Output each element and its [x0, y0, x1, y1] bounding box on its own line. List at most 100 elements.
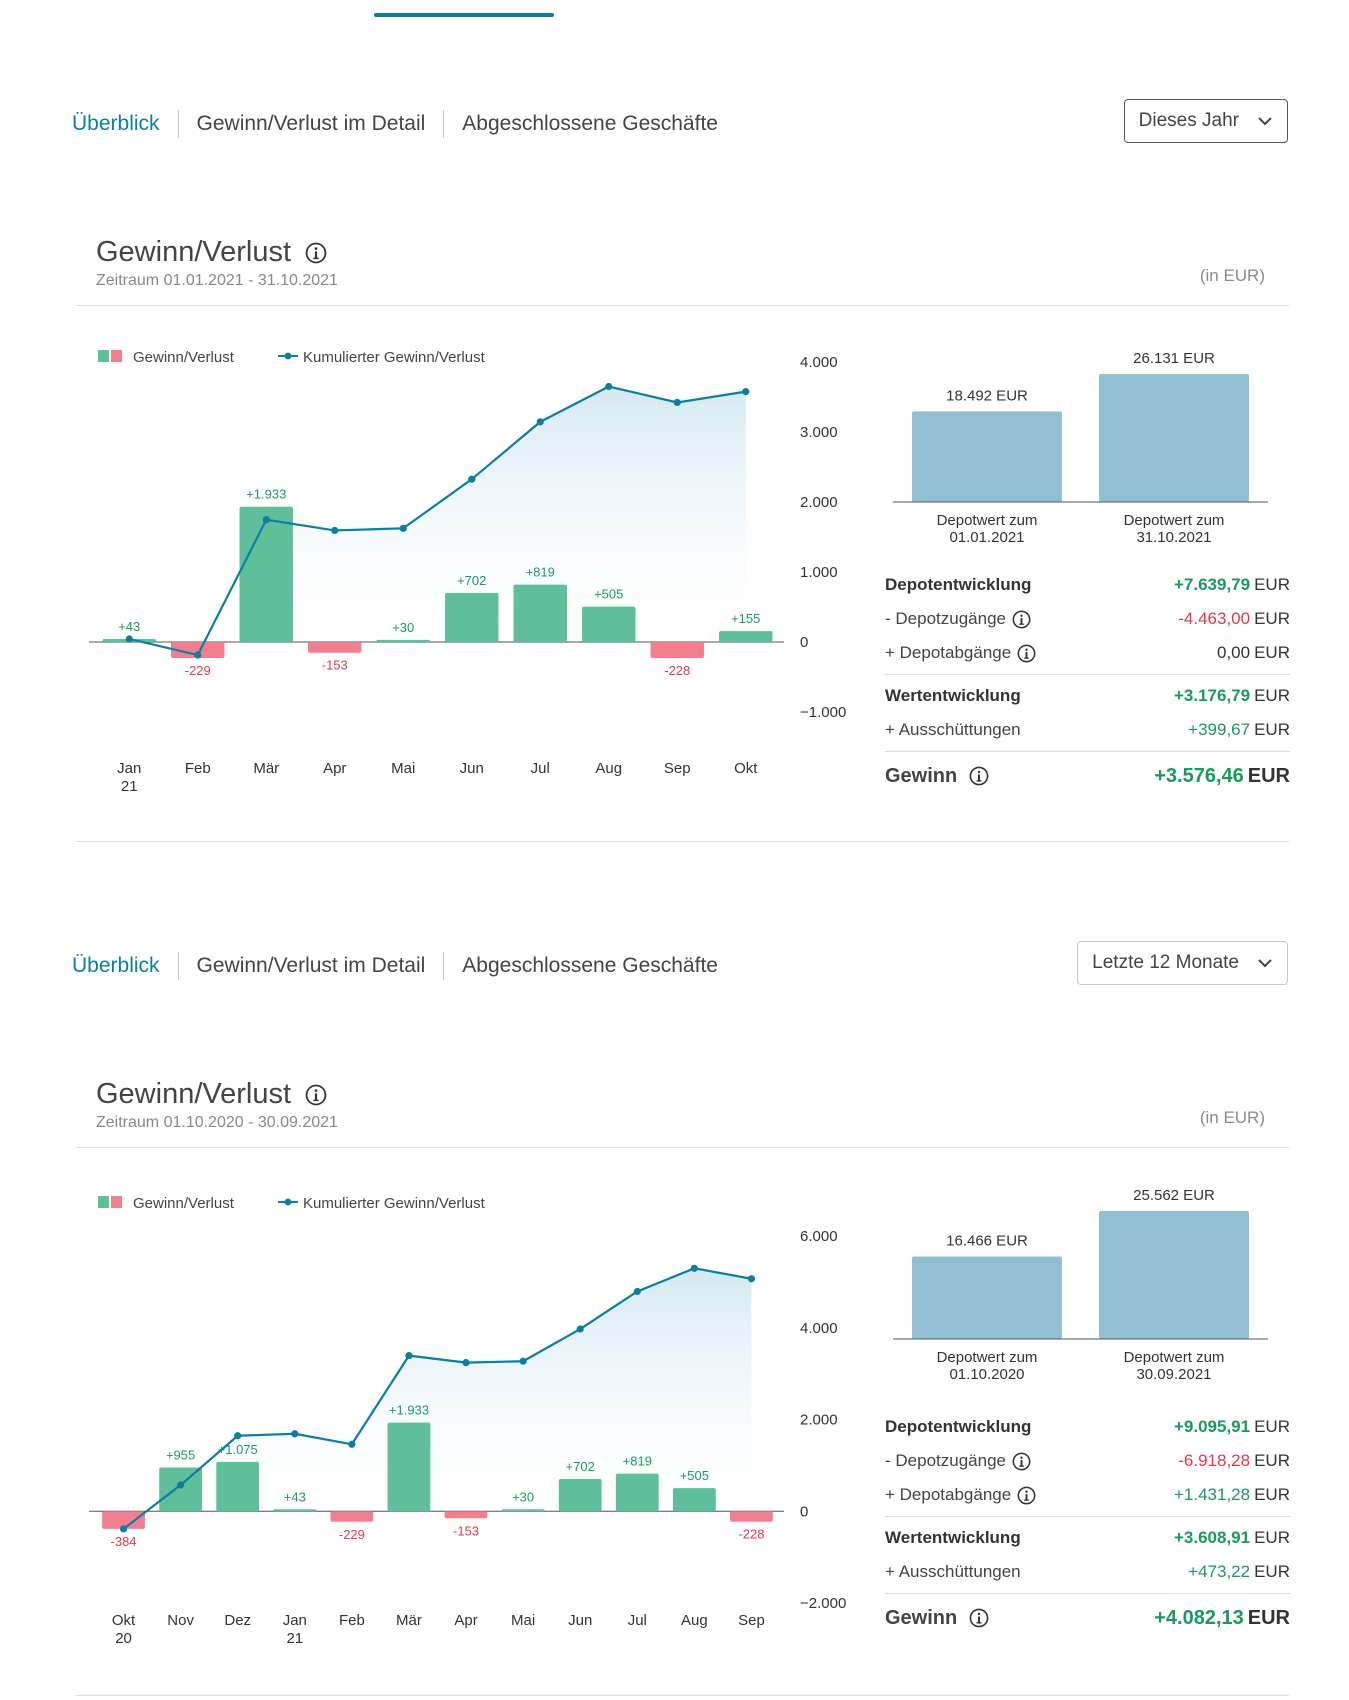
tab-detail[interactable]: Gewinn/Verlust im Detail	[177, 110, 444, 138]
gewinn-value: +4.082,13 EUR	[1154, 1607, 1290, 1630]
bar-10	[672, 1488, 716, 1512]
summary-value-currency: EUR	[1254, 686, 1290, 705]
cumulative-point-10	[690, 1264, 698, 1272]
summary-row: Wertentwicklung +3.608,91 EUR	[885, 1521, 1290, 1555]
bar-9	[615, 1473, 659, 1512]
summary-row-gewinn: Gewinn +3.576,46 EUR	[885, 756, 1290, 796]
x-tick-label: Sep	[664, 760, 691, 777]
divider	[885, 674, 1290, 675]
summary-row-label: - Depotzugänge	[885, 609, 1031, 629]
divider	[76, 305, 1289, 306]
info-icon[interactable]	[969, 1608, 989, 1628]
cumulative-point-1	[194, 651, 202, 659]
info-icon[interactable]	[969, 766, 989, 786]
summary-row-label: Depotentwicklung	[885, 1417, 1031, 1437]
cumulative-area	[123, 1268, 752, 1529]
summary-value-currency: EUR	[1254, 1562, 1290, 1581]
y-tick-label: 4.000	[800, 1320, 838, 1337]
summary-row-label-text: Wertentwicklung	[885, 1528, 1021, 1547]
bar-data-label: +505	[680, 1468, 709, 1483]
x-tick-label: Apr	[323, 760, 346, 777]
info-icon[interactable]	[1017, 1486, 1036, 1505]
bar-data-label: +1.933	[246, 487, 286, 502]
info-icon[interactable]	[305, 242, 327, 264]
legend-line-dot	[284, 1198, 292, 1206]
period-select-value: Dieses Jahr	[1138, 110, 1239, 131]
summary-row-value: -6.918,28 EUR	[1178, 1451, 1290, 1471]
summary-value-number: +1.431,28	[1173, 1485, 1251, 1504]
tab-closed-trades[interactable]: Abgeschlossene Geschäfte	[443, 110, 736, 138]
depot-category-label: Depotwert zum	[937, 1349, 1038, 1366]
bar-data-label: +1.933	[389, 1403, 429, 1418]
bar-data-label: +43	[284, 1489, 306, 1504]
x-tick-label: Jan	[283, 1612, 307, 1629]
x-tick-label: Aug	[595, 760, 622, 777]
tab-overview[interactable]: Überblick	[72, 112, 160, 135]
legend-gain-swatch	[98, 1196, 109, 1208]
cumulative-point-7	[605, 382, 613, 391]
cumulative-point-3	[291, 1430, 299, 1438]
bar-1	[171, 642, 225, 659]
summary-value-number: +399,67	[1188, 720, 1251, 739]
summary-row-value: +399,67 EUR	[1188, 720, 1290, 740]
bar-0	[102, 1511, 145, 1529]
x-tick-label: Apr	[454, 1612, 477, 1629]
info-icon[interactable]	[1012, 610, 1031, 629]
legend-line-dot	[284, 352, 292, 360]
cumulative-point-5	[405, 1351, 413, 1360]
summary-value-number: +3.608,91	[1173, 1528, 1251, 1547]
card-title: Gewinn/Verlust	[96, 236, 327, 269]
depot-category-label: 01.10.2020	[949, 1366, 1024, 1383]
tab-overview[interactable]: Überblick	[72, 954, 160, 977]
x-tick-label: 21	[121, 778, 138, 795]
cumulative-point-7	[519, 1357, 527, 1365]
period-select[interactable]: Dieses Jahr	[1123, 99, 1288, 143]
x-tick-label: Jul	[628, 1612, 647, 1629]
summary-row: + Depotabgänge +1.431,28 EUR	[885, 1478, 1290, 1512]
summary-row-label-text: - Depotzugänge	[885, 1451, 1006, 1470]
cumulative-point-8	[673, 398, 681, 407]
summary-row-value: +473,22 EUR	[1188, 1562, 1290, 1582]
tab-closed-trades[interactable]: Abgeschlossene Geschäfte	[443, 952, 736, 980]
bar-5	[445, 592, 499, 642]
info-icon[interactable]	[305, 1084, 327, 1106]
summary-row-label-text: + Ausschüttungen	[885, 720, 1021, 739]
tab-nav: Überblick Gewinn/Verlust im Detail Abgesch…	[72, 948, 736, 984]
summary-row: Depotentwicklung +7.639,79 EUR	[885, 568, 1290, 602]
summary-value-number: +473,22	[1188, 1562, 1251, 1581]
cumulative-point-8	[576, 1325, 584, 1333]
info-icon[interactable]	[1017, 644, 1036, 663]
summary-row: Wertentwicklung +3.176,79 EUR	[885, 679, 1290, 713]
summary-row-value: +3.608,91 EUR	[1174, 1528, 1290, 1548]
cumulative-line	[122, 1267, 752, 1530]
cumulative-point-0	[125, 635, 133, 643]
legend-gain-swatch	[98, 350, 109, 362]
summary-row-value: +3.176,79 EUR	[1174, 686, 1290, 706]
summary-row: - Depotzugänge -6.918,28 EUR	[885, 1444, 1290, 1478]
cumulative-point-11	[747, 1275, 756, 1283]
summary-row-value: -4.463,00 EUR	[1178, 609, 1290, 629]
summary-value-currency: EUR	[1254, 1528, 1290, 1547]
period-select[interactable]: Letzte 12 Monate	[1077, 941, 1288, 985]
summary-row-label-text: Depotentwicklung	[885, 575, 1032, 594]
tab-detail[interactable]: Gewinn/Verlust im Detail	[177, 952, 444, 980]
gewinn-label: Gewinn	[885, 1607, 989, 1630]
summary-row-label: + Ausschüttungen	[885, 720, 1021, 740]
legend-loss-swatch	[111, 350, 122, 362]
summary-table: Depotentwicklung +7.639,79 EUR - Depotzugän…	[885, 568, 1290, 796]
top-scroll-indicator	[374, 13, 554, 17]
y-tick-label: 4.000	[800, 354, 838, 371]
summary-row: + Depotabgänge 0,00 EUR	[885, 636, 1290, 670]
info-icon[interactable]	[1012, 1452, 1031, 1471]
depot-category-label: 31.10.2021	[1136, 529, 1211, 546]
summary-value-currency: EUR	[1254, 609, 1290, 628]
tab-nav: Überblick Gewinn/Verlust im Detail Abgesch…	[72, 106, 736, 142]
gewinn-value-number: +3.576,46	[1154, 764, 1244, 787]
bar-data-label: +819	[623, 1454, 652, 1469]
card-title: Gewinn/Verlust	[96, 1078, 327, 1111]
summary-row-label: Depotentwicklung	[885, 575, 1031, 595]
summary-value-currency: EUR	[1254, 720, 1290, 739]
cumulative-point-4	[348, 1440, 356, 1448]
summary-value-number: +7.639,79	[1173, 575, 1251, 594]
